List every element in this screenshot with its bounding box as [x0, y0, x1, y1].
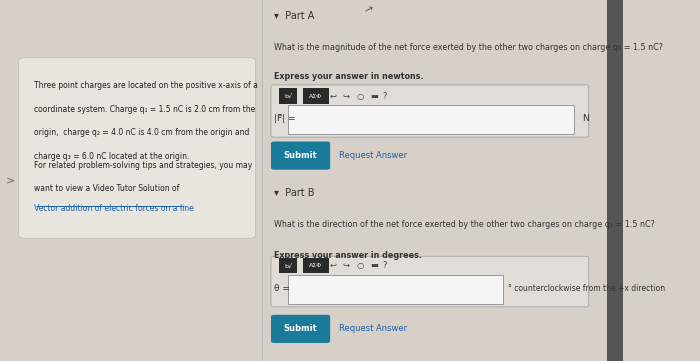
FancyBboxPatch shape — [288, 275, 503, 304]
Text: ↪: ↪ — [342, 92, 349, 100]
Text: ○: ○ — [356, 261, 364, 270]
FancyBboxPatch shape — [608, 0, 623, 361]
Text: What is the direction of the net force exerted by the other two charges on charg: What is the direction of the net force e… — [274, 220, 655, 229]
Text: ° counterclockwise from the +x direction: ° counterclockwise from the +x direction — [508, 284, 665, 293]
Text: ▬: ▬ — [370, 261, 378, 270]
FancyBboxPatch shape — [279, 258, 297, 273]
Text: ?: ? — [383, 92, 387, 100]
FancyBboxPatch shape — [302, 258, 329, 273]
Text: ↪: ↪ — [342, 261, 349, 270]
Text: b√: b√ — [284, 93, 293, 99]
Text: origin,  charge q₂ = 4.0 nC is 4.0 cm from the origin and: origin, charge q₂ = 4.0 nC is 4.0 cm fro… — [34, 128, 250, 137]
Text: Vector addition of electric forces on a line: Vector addition of electric forces on a … — [34, 204, 194, 213]
Text: Submit: Submit — [284, 151, 317, 160]
Text: Request Answer: Request Answer — [340, 324, 407, 333]
Text: ΑΣΦ: ΑΣΦ — [309, 93, 323, 99]
Text: θ =: θ = — [274, 284, 290, 293]
Text: ↗: ↗ — [361, 5, 373, 17]
Text: N: N — [582, 114, 589, 123]
Text: ↩: ↩ — [330, 92, 337, 100]
Text: ▾  Part B: ▾ Part B — [274, 188, 314, 198]
Text: Three point charges are located on the positive x-axis of a: Three point charges are located on the p… — [34, 81, 258, 90]
Text: ΑΣΦ: ΑΣΦ — [309, 263, 323, 268]
FancyBboxPatch shape — [271, 142, 330, 170]
Text: Express your answer in newtons.: Express your answer in newtons. — [274, 72, 424, 81]
Text: coordinate system. Charge q₁ = 1.5 nC is 2.0 cm from the: coordinate system. Charge q₁ = 1.5 nC is… — [34, 105, 256, 114]
Text: charge q₃ = 6.0 nC located at the origin.: charge q₃ = 6.0 nC located at the origin… — [34, 152, 190, 161]
FancyBboxPatch shape — [271, 315, 330, 343]
Text: ▾  Part A: ▾ Part A — [274, 11, 314, 21]
Text: Request Answer: Request Answer — [340, 151, 407, 160]
FancyBboxPatch shape — [19, 58, 255, 238]
Text: want to view a Video Tutor Solution of: want to view a Video Tutor Solution of — [34, 184, 180, 193]
Text: >: > — [6, 175, 15, 186]
Text: |F⃗| =: |F⃗| = — [274, 114, 295, 123]
Text: Submit: Submit — [284, 324, 317, 333]
FancyBboxPatch shape — [279, 88, 297, 104]
Text: b√: b√ — [284, 263, 293, 268]
Text: ○: ○ — [356, 92, 364, 100]
Text: ?: ? — [383, 261, 387, 270]
Text: What is the magnitude of the net force exerted by the other two charges on charg: What is the magnitude of the net force e… — [274, 43, 663, 52]
Text: Express your answer in degrees.: Express your answer in degrees. — [274, 251, 422, 260]
Text: For related problem-solving tips and strategies, you may: For related problem-solving tips and str… — [34, 161, 253, 170]
Text: ↩: ↩ — [330, 261, 337, 270]
FancyBboxPatch shape — [302, 88, 329, 104]
FancyBboxPatch shape — [271, 85, 589, 137]
FancyBboxPatch shape — [288, 105, 574, 134]
Text: ▬: ▬ — [370, 92, 378, 100]
FancyBboxPatch shape — [271, 256, 589, 307]
